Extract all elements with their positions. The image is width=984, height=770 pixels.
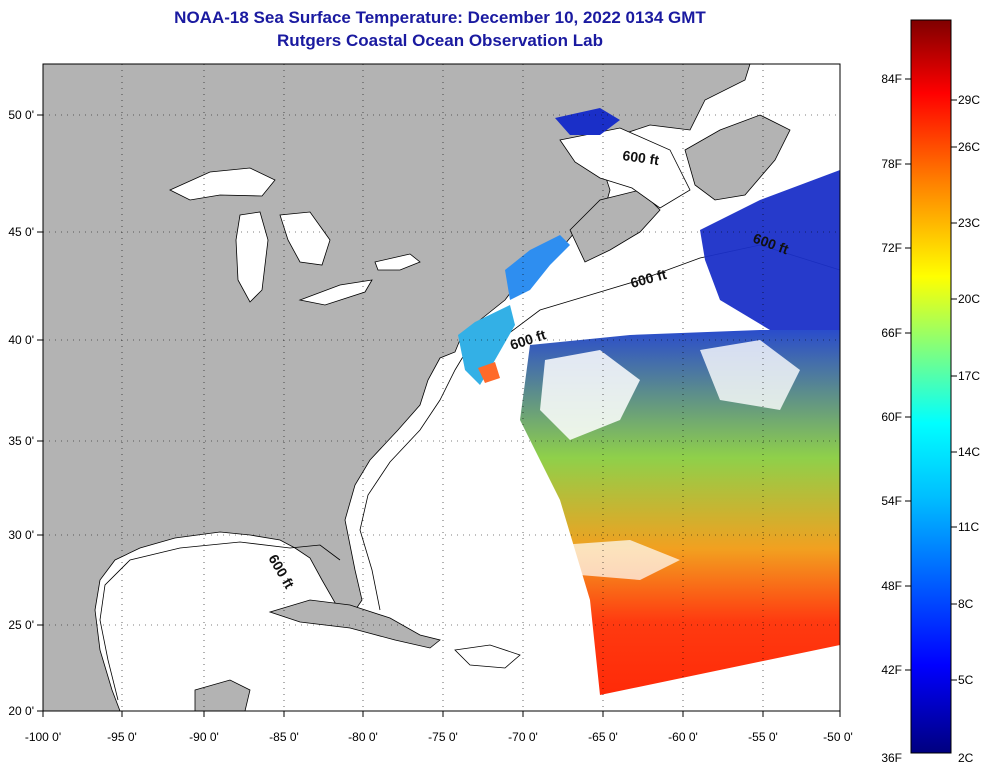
lake-ontario (374, 253, 421, 271)
colorbar-c-label: 17C (958, 369, 980, 383)
lat-tick-label: 20 0' (8, 704, 34, 718)
lake-huron (279, 211, 331, 266)
contour-label: 600 ft (622, 147, 661, 168)
lake-superior (169, 167, 276, 201)
grid-lines (43, 64, 840, 711)
sst-warm-eddy (478, 362, 500, 383)
sst-gulf-maine (505, 235, 570, 300)
colorbar-c-label: 2C (958, 751, 974, 765)
colorbar-f-label: 72F (881, 241, 902, 255)
colorbar-c-label: 14C (958, 445, 980, 459)
lon-tick-label: -80 0' (348, 730, 378, 744)
depth-contour (359, 344, 471, 611)
lon-tick-label: -65 0' (588, 730, 618, 744)
cloud-patch (700, 340, 800, 410)
colorbar-f-label: 84F (881, 72, 902, 86)
colorbar-f-label: 60F (881, 410, 902, 424)
color-bar (910, 19, 952, 754)
lon-tick-label: -55 0' (748, 730, 778, 744)
st-lawrence-gulf (559, 127, 691, 209)
lon-tick-label: -90 0' (189, 730, 219, 744)
map-subtitle: Rutgers Coastal Ocean Observation Lab (277, 31, 603, 50)
lon-tick-label: -100 0' (25, 730, 61, 744)
land-yucatan (194, 679, 251, 711)
colorbar-f-label: 48F (881, 579, 902, 593)
lake-erie (298, 279, 373, 306)
colorbar-c-label: 11C (958, 520, 979, 534)
lake-michigan (235, 211, 269, 303)
lon-tick-label: -75 0' (428, 730, 458, 744)
lon-tick-label: -95 0' (107, 730, 137, 744)
lat-tick-label: 45 0' (8, 225, 34, 239)
lon-tick-label: -85 0' (269, 730, 299, 744)
sst-coastal-nj (458, 305, 515, 385)
lon-tick-label: -50 0' (823, 730, 853, 744)
colorbar-c-label: 26C (958, 140, 980, 154)
colorbar-f-label: 54F (881, 494, 902, 508)
colorbar-f-label: 42F (881, 663, 902, 677)
land-newfoundland (684, 114, 791, 201)
lat-tick-label: 25 0' (8, 618, 34, 632)
colorbar-c-label: 8C (958, 597, 974, 611)
lon-tick-label: -60 0' (668, 730, 698, 744)
colorbar-c-label: 20C (958, 292, 980, 306)
lat-tick-label: 40 0' (8, 333, 34, 347)
map-border (42, 63, 841, 712)
lat-tick-label: 35 0' (8, 434, 34, 448)
land-cuba (268, 599, 441, 649)
lat-tick-label: 30 0' (8, 528, 34, 542)
lon-tick-label: -70 0' (508, 730, 538, 744)
colorbar-c-label: 29C (958, 93, 980, 107)
land-hispaniola (454, 644, 521, 669)
lon-axis (42, 711, 841, 717)
colorbar-f-label: 36F (881, 751, 902, 765)
depth-contour-gulf (99, 541, 341, 701)
colorbar-f-label: 66F (881, 326, 902, 340)
sst-swath-north (700, 170, 840, 330)
lat-axis (37, 114, 43, 712)
land-maritimes (569, 189, 661, 263)
color-bar-ticks (905, 78, 957, 681)
colorbar-f-label: 78F (881, 157, 902, 171)
colorbar-c-label: 5C (958, 673, 974, 687)
cloud-patch (540, 350, 640, 440)
lat-tick-label: 50 0' (8, 108, 34, 122)
map-title: NOAA-18 Sea Surface Temperature: Decembe… (174, 8, 706, 27)
colorbar-c-label: 23C (958, 216, 980, 230)
cloud-patch (560, 540, 680, 580)
